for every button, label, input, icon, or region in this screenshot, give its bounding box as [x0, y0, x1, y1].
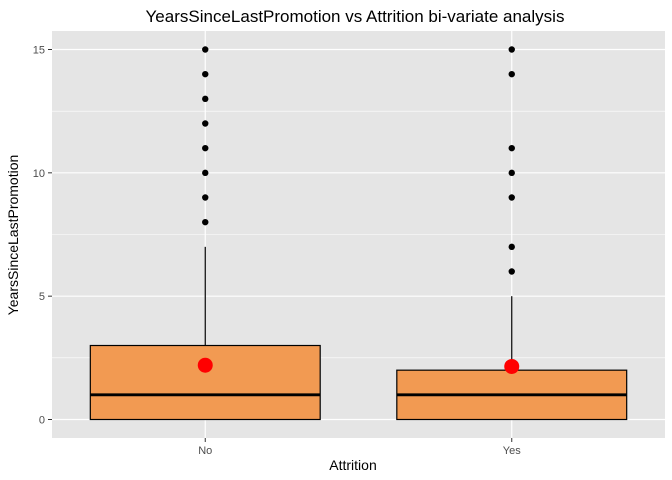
outlier-point	[508, 194, 515, 201]
outlier-point	[508, 144, 515, 152]
chart-title: YearsSinceLastPromotion vs Attrition bi-…	[146, 7, 565, 26]
y-axis: 0 5 10 15	[33, 45, 52, 427]
outlier-point	[202, 95, 209, 103]
x-axis-title: Attrition	[329, 457, 376, 473]
outlier-point	[202, 194, 209, 201]
x-axis: No Yes	[198, 438, 521, 457]
boxes	[89, 46, 628, 421]
y-tick-label: 15	[33, 45, 45, 57]
outlier-point	[202, 120, 209, 127]
outlier-point	[202, 169, 209, 177]
outlier-point	[508, 46, 515, 53]
outlier-point	[202, 46, 209, 53]
outlier-point	[202, 144, 209, 152]
outlier-point	[508, 70, 515, 78]
outlier-point	[508, 169, 515, 177]
x-tick-label-yes: Yes	[503, 445, 521, 457]
box-iqr	[89, 344, 321, 421]
outlier-point	[508, 268, 515, 275]
mean-point	[197, 357, 213, 373]
y-tick-label: 0	[39, 415, 45, 427]
box-yes	[396, 46, 628, 421]
mean-point	[504, 358, 520, 374]
x-tick-label-no: No	[198, 445, 212, 457]
y-tick-label: 10	[33, 168, 45, 180]
outlier-point	[202, 218, 209, 226]
box-no	[89, 46, 321, 421]
outlier-point	[202, 70, 209, 78]
y-tick-label: 5	[39, 291, 45, 303]
y-axis-title: YearsSinceLastPromotion	[5, 155, 21, 316]
outlier-point	[508, 243, 515, 251]
